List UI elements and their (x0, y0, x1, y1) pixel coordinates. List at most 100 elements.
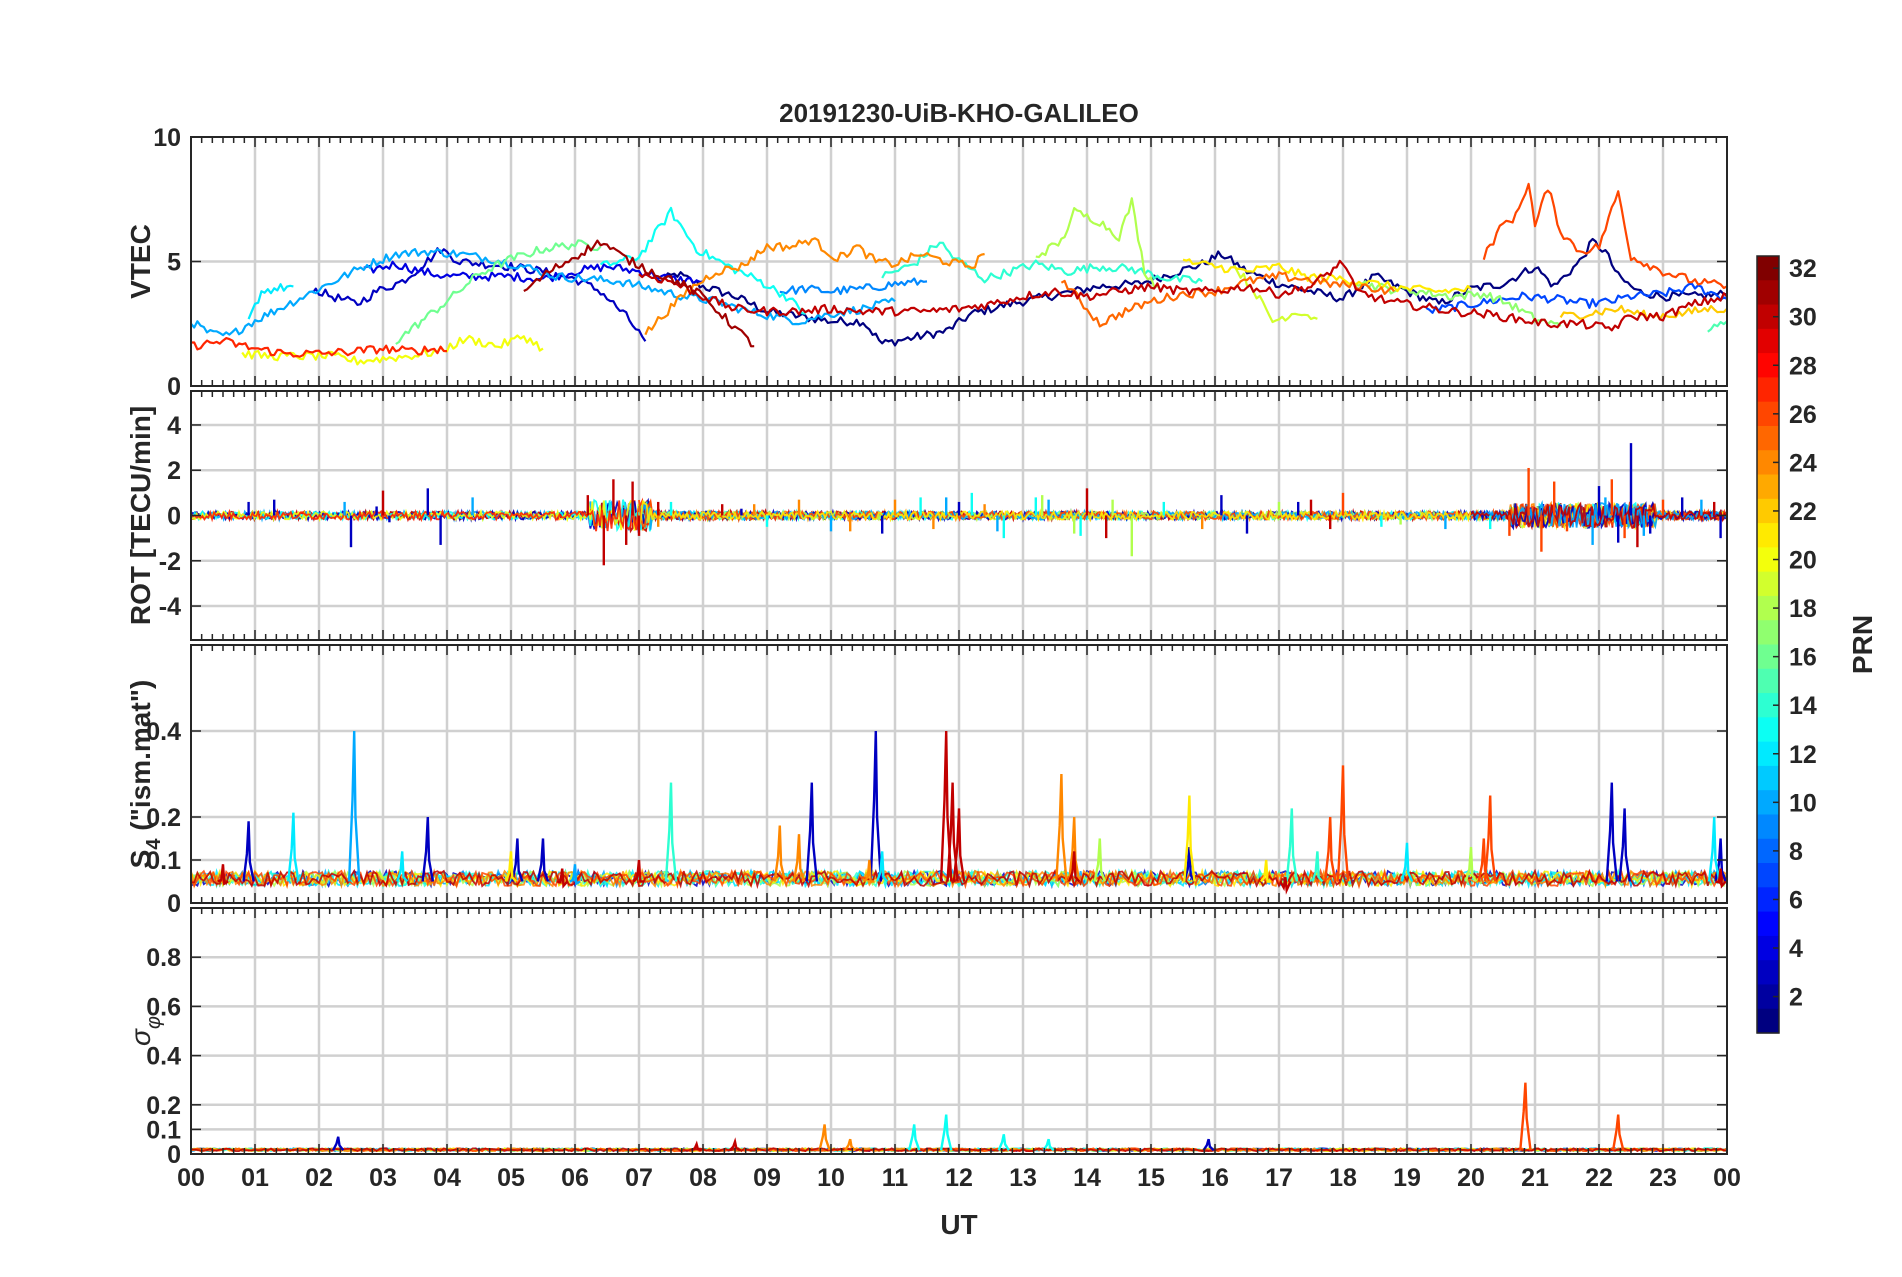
colorbar-tick-label: 20 (1789, 547, 1817, 575)
s4-peak-prn-26 (1336, 765, 1350, 882)
x-tick-label: 03 (369, 1164, 397, 1192)
x-tick-label: 02 (305, 1164, 333, 1192)
s4-peak-prn-12 (1400, 842, 1414, 882)
colorbar-cell (1757, 644, 1779, 670)
y-tick-label: 0.8 (146, 944, 181, 972)
s4-peak-prn-21 (1260, 859, 1272, 883)
x-minor-ticks (190, 137, 1728, 386)
series-group (190, 730, 1728, 895)
grid (191, 908, 1727, 1154)
y-axis-label: VTEC (125, 224, 156, 299)
grid (191, 137, 1727, 386)
s4-peak-prn-30 (952, 808, 966, 882)
sigma-peak-prn-3 (1202, 1138, 1215, 1152)
y-axis-label-sub: φ (143, 1016, 165, 1029)
x-tick-label: 11 (882, 1164, 909, 1192)
colorbar-tick-label: 24 (1789, 449, 1817, 477)
rot-series-prn-21 (638, 499, 1727, 531)
s4-series-prn-30 (190, 867, 1728, 890)
colorbar-tick-label: 32 (1789, 255, 1817, 283)
colorbar-cell (1757, 498, 1779, 524)
s4-peak-prn-30 (1715, 868, 1727, 889)
vtec-series-prn-3 (311, 247, 647, 342)
x-axis-label: UT (940, 1209, 977, 1240)
x-tick-label: 19 (1393, 1164, 1421, 1192)
s4-peak-prn-12 (875, 851, 889, 883)
s4-peak-prn-24 (1067, 816, 1081, 882)
x-tick-label: 08 (689, 1164, 717, 1192)
x-tick-label: 01 (241, 1164, 269, 1192)
x-tick-label: 05 (497, 1164, 525, 1192)
vtec-series-prn-17 (1355, 280, 1562, 327)
y-tick-label: 0.1 (146, 1116, 181, 1144)
colorbar-frame (1756, 255, 1780, 1034)
vtec-series-prn-7 (1425, 282, 1728, 314)
x-tick-label: 04 (433, 1164, 461, 1192)
y-axis-label: σφ (125, 1016, 165, 1046)
colorbar-tick-label: 28 (1789, 352, 1817, 380)
s4-peak-prn-14 (664, 782, 678, 882)
sigma-peak-prn-30 (690, 1140, 703, 1152)
s4-series-prn-24 (190, 867, 1728, 890)
s4-peak-prn-3 (511, 838, 524, 882)
y-tick-label: 0.1 (146, 847, 181, 875)
s4-peak-prn-24 (792, 834, 806, 882)
colorbar-cell (1757, 620, 1779, 646)
y-tick-label: -2 (159, 548, 181, 576)
colorbar-cell (1757, 523, 1779, 548)
s4-peak-prn-12 (395, 851, 409, 883)
colorbar-cell (1757, 1008, 1779, 1034)
sigma-peak-prn-26 (1611, 1114, 1625, 1151)
sigma-peak-prn-13 (939, 1114, 953, 1151)
panel-sigma: 00.10.2 0.4 0.6 0.8 σφ (125, 907, 1728, 1169)
y-tick-label: 0 (167, 1141, 181, 1169)
x-tick-label: 14 (1073, 1164, 1101, 1192)
colorbar-cell (1757, 911, 1779, 937)
s4-peak-prn-10 (347, 730, 361, 882)
y-tick-label: 0.6 (146, 993, 181, 1021)
vtec-series-prn-31 (523, 239, 755, 348)
y-axis-label: ROT [TECU/min] (125, 406, 156, 625)
sigma-peak-prn-30 (728, 1137, 741, 1152)
y-axis-label-rest: ("ism.mat") (125, 680, 156, 839)
x-tick-label: 15 (1137, 1164, 1165, 1192)
colorbar-label: PRN (1847, 615, 1878, 674)
colorbar-tick-label: 10 (1789, 789, 1817, 817)
s4-peak-prn-3 (536, 838, 550, 882)
colorbar-cell (1757, 790, 1779, 816)
s4-peak-prn-3 (1605, 782, 1619, 882)
series-group (190, 443, 1728, 566)
s4-peak-prn-14 (1311, 851, 1324, 883)
s4-peak-prn-3 (869, 730, 883, 882)
y-tick-label: 0 (167, 503, 181, 531)
vtec-series-prn-22 (1559, 304, 1728, 321)
x-tick-label: 20 (1457, 1164, 1485, 1192)
y-axis-label-sub: 4 (143, 838, 165, 850)
rot-series-prn-30 (1470, 501, 1728, 530)
y-tick-label: 5 (167, 249, 181, 277)
panel-s4: 00.10.20.4S4 ("ism.mat") (125, 644, 1728, 918)
s4-peak-prn-12 (287, 812, 300, 882)
colorbar-cell (1757, 280, 1779, 306)
s4-peak-prn-21 (504, 851, 518, 883)
vtec-series-prn-14 (881, 241, 1203, 284)
colorbar-cell (1757, 693, 1779, 718)
y-tick-label: 0 (167, 373, 181, 401)
s4-peak-prn-14 (1285, 808, 1299, 882)
x-tick-label: 23 (1649, 1164, 1677, 1192)
vtec-series-prn-15 (1707, 320, 1728, 333)
y-axis-label-main: σ (125, 1028, 156, 1046)
colorbar-tick-label: 14 (1789, 692, 1817, 720)
colorbar-cell (1757, 935, 1779, 961)
colorbar-tick-label: 2 (1789, 984, 1803, 1012)
colorbar-tick-label: 12 (1789, 741, 1817, 769)
colorbar-cell (1757, 547, 1779, 573)
colorbar-cell (1757, 474, 1779, 500)
x-tick-label: 00 (177, 1164, 205, 1192)
sigma-peak-prn-24 (818, 1124, 831, 1151)
series-group (190, 182, 1728, 366)
